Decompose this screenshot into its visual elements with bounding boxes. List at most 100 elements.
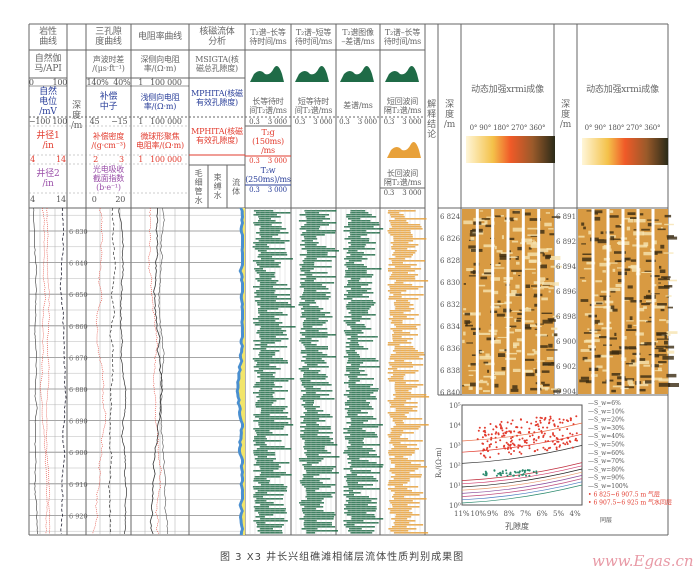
image-texture xyxy=(628,362,637,367)
t2-short-wait-spectrum xyxy=(301,284,323,286)
image-texture xyxy=(468,374,474,376)
t2-difference-spectrum xyxy=(350,340,374,342)
t2-echo-spectrum xyxy=(392,254,413,256)
t2-short-wait-spectrum xyxy=(301,240,313,242)
image-texture xyxy=(477,349,482,354)
gas-layer-point xyxy=(552,433,555,436)
gas-layer-point xyxy=(559,444,561,447)
t2-echo-spectrum xyxy=(393,238,427,240)
image-texture xyxy=(666,373,677,378)
t2-echo-spectrum xyxy=(391,430,404,432)
image-texture xyxy=(468,275,479,277)
image-texture xyxy=(546,357,554,360)
image-texture xyxy=(653,240,657,245)
image-texture xyxy=(533,295,540,298)
t2-difference-spectrum xyxy=(344,332,364,334)
image-texture xyxy=(657,228,666,231)
image-texture xyxy=(497,336,509,338)
t2-long-wait-spectrum xyxy=(254,224,272,226)
t2-difference-spectrum xyxy=(345,500,372,502)
image-texture xyxy=(653,284,657,287)
image-texture xyxy=(644,342,656,346)
image-texture xyxy=(526,242,539,245)
header-gr-scale: 0 100 xyxy=(28,78,68,87)
image-texture xyxy=(630,300,642,303)
t2-long-wait-spectrum xyxy=(255,404,272,406)
image-texture xyxy=(612,308,618,312)
pad-gap xyxy=(606,209,610,394)
t2-short-wait-spectrum xyxy=(302,464,312,466)
image-texture xyxy=(630,264,638,269)
gas-layer-point xyxy=(508,451,510,454)
t2-short-wait-spectrum xyxy=(302,314,325,316)
t2-difference-spectrum xyxy=(346,480,379,482)
image-texture xyxy=(653,250,663,254)
t2-difference-spectrum xyxy=(351,328,372,330)
image-texture xyxy=(582,253,592,255)
image-texture xyxy=(617,260,625,262)
t2-echo-spectrum xyxy=(391,246,416,248)
t2-short-wait-spectrum xyxy=(306,218,330,220)
t2-long-wait-spectrum xyxy=(258,308,279,310)
image-texture xyxy=(534,303,539,307)
image-texture xyxy=(643,251,654,256)
t2-short-wait-spectrum xyxy=(303,236,317,238)
image-texture xyxy=(609,351,620,355)
gas-layer-point xyxy=(506,421,509,424)
t2-short-wait-spectrum xyxy=(303,292,331,294)
image-texture xyxy=(664,334,667,339)
image-texture xyxy=(546,248,553,251)
gas-layer-point xyxy=(516,434,518,437)
gas-layer-point xyxy=(504,431,507,434)
crossplot-ytick: 10⁵ xyxy=(449,402,461,410)
t2-difference-spectrum xyxy=(343,330,362,332)
t2-echo-spectrum xyxy=(388,296,402,298)
header-sp: 自然 电位 /mV xyxy=(39,86,57,117)
gas-water-point xyxy=(505,469,508,472)
t2-difference-spectrum xyxy=(343,356,360,358)
t2-short-wait-spectrum xyxy=(300,504,320,506)
crossplot-legend-item: —S_w=30% xyxy=(588,425,625,432)
header-t2g-scale: 0.3 3 000 xyxy=(249,156,287,165)
t2-short-wait-spectrum xyxy=(300,482,323,484)
image-texture xyxy=(542,383,550,387)
t2-echo-spectrum xyxy=(395,464,421,466)
caliper2-curve xyxy=(45,207,51,535)
t2-long-wait-spectrum xyxy=(259,274,275,276)
depth-tick-label: 6 860 xyxy=(69,323,88,331)
t2-difference-spectrum xyxy=(350,278,361,280)
image-texture xyxy=(658,382,671,387)
t2-difference-spectrum xyxy=(347,396,376,398)
t2-echo-spectrum xyxy=(392,496,405,498)
t2-difference-spectrum xyxy=(350,434,378,436)
t2-echo-spectrum xyxy=(389,512,413,514)
t2-long-wait-spectrum xyxy=(256,262,281,264)
gas-layer-point xyxy=(502,432,505,435)
t2-short-wait-spectrum xyxy=(301,248,335,250)
image-texture xyxy=(533,350,539,355)
image-texture xyxy=(529,218,541,221)
t2-echo-spectrum xyxy=(392,338,413,340)
t2-echo-spectrum xyxy=(388,298,419,300)
header-pe-scale: 0 20 xyxy=(91,194,126,204)
image-depth-label: 6 896 xyxy=(556,288,577,296)
gas-layer-point xyxy=(557,440,560,443)
header-capillary: 毛 细 管 水 xyxy=(194,168,203,205)
image-texture xyxy=(527,252,539,257)
t2-echo-spectrum xyxy=(392,262,403,264)
t2-long-wait-spectrum xyxy=(253,506,269,508)
image-texture xyxy=(530,387,542,391)
image-texture xyxy=(479,210,484,212)
image-texture xyxy=(525,268,536,270)
t2-long-wait-spectrum xyxy=(256,448,292,450)
t2-echo-spectrum xyxy=(394,218,427,220)
gas-layer-point xyxy=(548,418,551,421)
gas-layer-point xyxy=(490,433,493,436)
t2-echo-spectrum xyxy=(396,300,409,302)
t2-short-wait-spectrum xyxy=(300,316,333,318)
header-t2-echo-title: T₂谱–长等 待时间/ms xyxy=(383,28,422,46)
t2-difference-spectrum xyxy=(345,390,378,392)
image-texture xyxy=(515,284,520,289)
t2-difference-spectrum xyxy=(344,264,364,266)
t2-long-wait-spectrum xyxy=(252,348,267,350)
